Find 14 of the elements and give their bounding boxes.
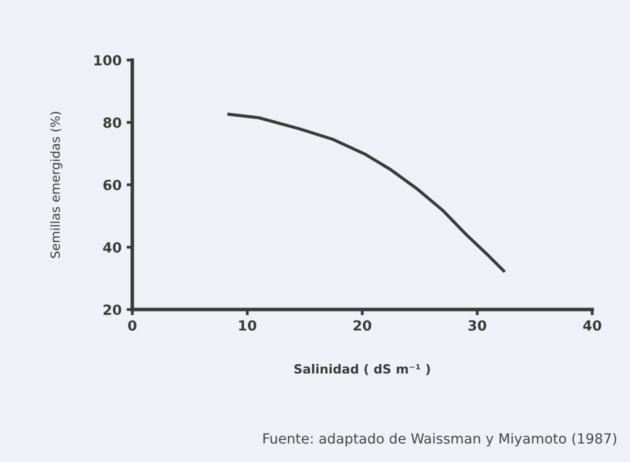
y-tick-label: 80 <box>103 117 122 128</box>
x-tick-label: 0 <box>128 320 136 331</box>
x-tick-label: 10 <box>239 320 256 331</box>
y-tick-label: 40 <box>103 242 122 253</box>
y-tick-label: 100 <box>94 55 122 66</box>
source-note: Fuente: adaptado de Waissman y Miyamoto (1987) <box>263 432 616 446</box>
y-axis-title: Semillas emergidas (%) <box>50 112 62 258</box>
x-axis-title: Salinidad ( dS m⁻¹ ) <box>294 364 430 376</box>
line-series <box>227 112 506 272</box>
x-tick-label: 40 <box>583 320 602 331</box>
y-tick-label: 20 <box>104 304 122 316</box>
y-tick-label: 60 <box>103 180 122 190</box>
x-tick-label: 20 <box>354 320 372 331</box>
x-tick-label: 30 <box>468 320 486 331</box>
